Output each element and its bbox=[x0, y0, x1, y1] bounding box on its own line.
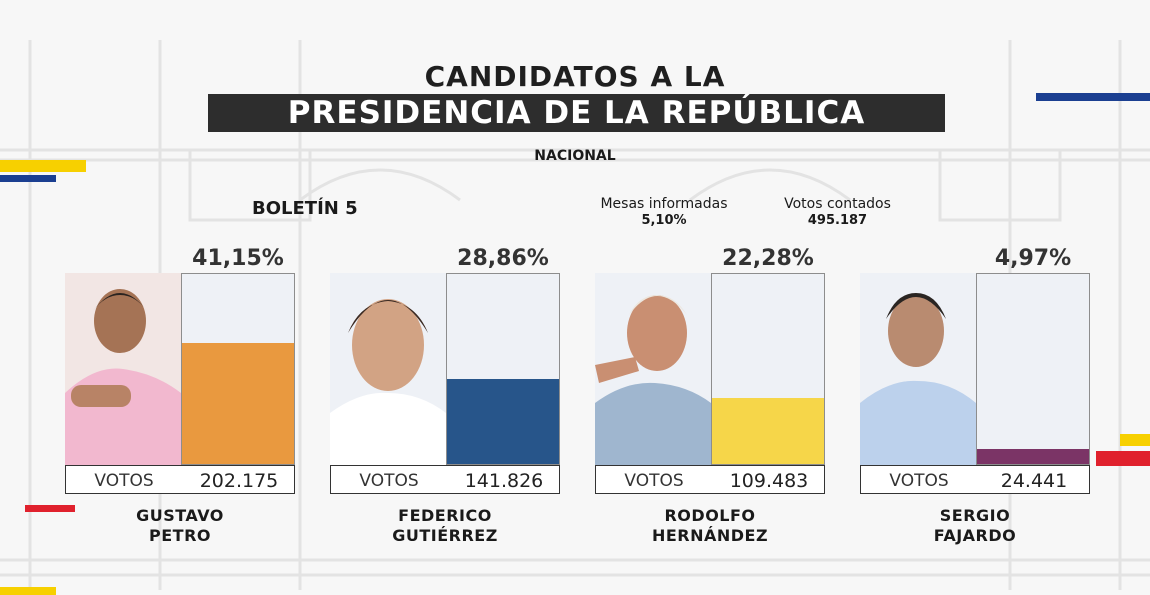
votos-contados-label: Votos contados bbox=[784, 196, 891, 212]
votes-box: VOTOS 202.175 bbox=[65, 465, 295, 494]
candidate-name: GUSTAVO PETRO bbox=[65, 506, 295, 546]
votes-label: VOTOS bbox=[889, 471, 949, 491]
bar-petro bbox=[182, 343, 294, 464]
candidate-first-name: GUSTAVO bbox=[136, 506, 224, 525]
accent-red-right bbox=[1096, 451, 1150, 466]
votes-value: 24.441 bbox=[1000, 470, 1068, 492]
candidate-photo bbox=[860, 273, 976, 465]
bar-track bbox=[181, 273, 295, 465]
candidate-card-fajardo: 4,97% VOTOS 24.441 SERGIO FAJARDO bbox=[860, 0, 1090, 595]
scope-label: NACIONAL bbox=[534, 148, 616, 164]
bar-track bbox=[711, 273, 825, 465]
candidate-photo bbox=[65, 273, 181, 465]
candidate-first-name: FEDERICO bbox=[398, 506, 492, 525]
title-line-2: PRESIDENCIA DE LA REPÚBLICA bbox=[208, 94, 945, 132]
percent-label: 41,15% bbox=[192, 246, 284, 271]
candidate-name: FEDERICO GUTIÉRREZ bbox=[330, 506, 560, 546]
percent-label: 4,97% bbox=[994, 246, 1072, 271]
candidate-last-name: GUTIÉRREZ bbox=[392, 526, 498, 545]
person-silhouette-icon bbox=[860, 273, 976, 465]
percent-label: 22,28% bbox=[722, 246, 814, 271]
bar-fajardo bbox=[977, 449, 1089, 464]
candidate-photo bbox=[330, 273, 446, 465]
candidate-first-name: SERGIO bbox=[939, 506, 1011, 525]
accent-blue-right bbox=[1036, 93, 1150, 101]
candidate-card-hernandez: 22,28% VOTOS 109.483 RODOLFO HERNÁNDEZ bbox=[595, 0, 825, 595]
votes-box: VOTOS 24.441 bbox=[860, 465, 1090, 494]
mesas-label: Mesas informadas bbox=[600, 196, 728, 212]
votes-label: VOTOS bbox=[94, 471, 154, 491]
votes-label: VOTOS bbox=[359, 471, 419, 491]
votes-box: VOTOS 109.483 bbox=[595, 465, 825, 494]
bulletin-label: BOLETÍN 5 bbox=[252, 198, 358, 219]
percent-label: 28,86% bbox=[457, 246, 549, 271]
candidate-name: SERGIO FAJARDO bbox=[860, 506, 1090, 546]
accent-blue-left bbox=[0, 175, 56, 182]
candidate-last-name: PETRO bbox=[149, 526, 211, 545]
accent-yellow-left bbox=[0, 160, 86, 172]
candidate-card-gutierrez: 28,86% VOTOS 141.826 FEDERICO GUTIÉRREZ bbox=[330, 0, 560, 595]
candidate-first-name: RODOLFO bbox=[664, 506, 756, 525]
accent-yellow-bottom bbox=[0, 587, 56, 595]
candidate-name: RODOLFO HERNÁNDEZ bbox=[595, 506, 825, 546]
votes-value: 141.826 bbox=[464, 470, 544, 492]
bar-hernandez bbox=[712, 398, 824, 464]
votos-contados: Votos contados 495.187 bbox=[760, 196, 915, 228]
votes-box: VOTOS 141.826 bbox=[330, 465, 560, 494]
mesas-value: 5,10% bbox=[641, 213, 687, 228]
mesas-informadas: Mesas informadas 5,10% bbox=[585, 196, 743, 228]
votes-label: VOTOS bbox=[624, 471, 684, 491]
accent-yellow-right bbox=[1120, 434, 1150, 446]
candidate-card-petro: 41,15% VOTOS 202.175 GUSTAVO PETRO bbox=[65, 0, 295, 595]
candidate-photo bbox=[595, 273, 711, 465]
person-silhouette-icon bbox=[65, 273, 181, 465]
title-line-1: CANDIDATOS A LA bbox=[424, 60, 726, 93]
bar-track bbox=[976, 273, 1090, 465]
bar-track bbox=[446, 273, 560, 465]
person-silhouette-icon bbox=[330, 273, 446, 465]
bar-gutierrez bbox=[447, 379, 559, 464]
person-silhouette-icon bbox=[595, 273, 711, 465]
candidate-last-name: FAJARDO bbox=[933, 526, 1017, 545]
votes-value: 202.175 bbox=[199, 470, 279, 492]
votos-contados-value: 495.187 bbox=[807, 213, 868, 228]
votes-value: 109.483 bbox=[729, 470, 809, 492]
candidate-last-name: HERNÁNDEZ bbox=[651, 526, 769, 545]
accent-red-left bbox=[25, 505, 75, 512]
